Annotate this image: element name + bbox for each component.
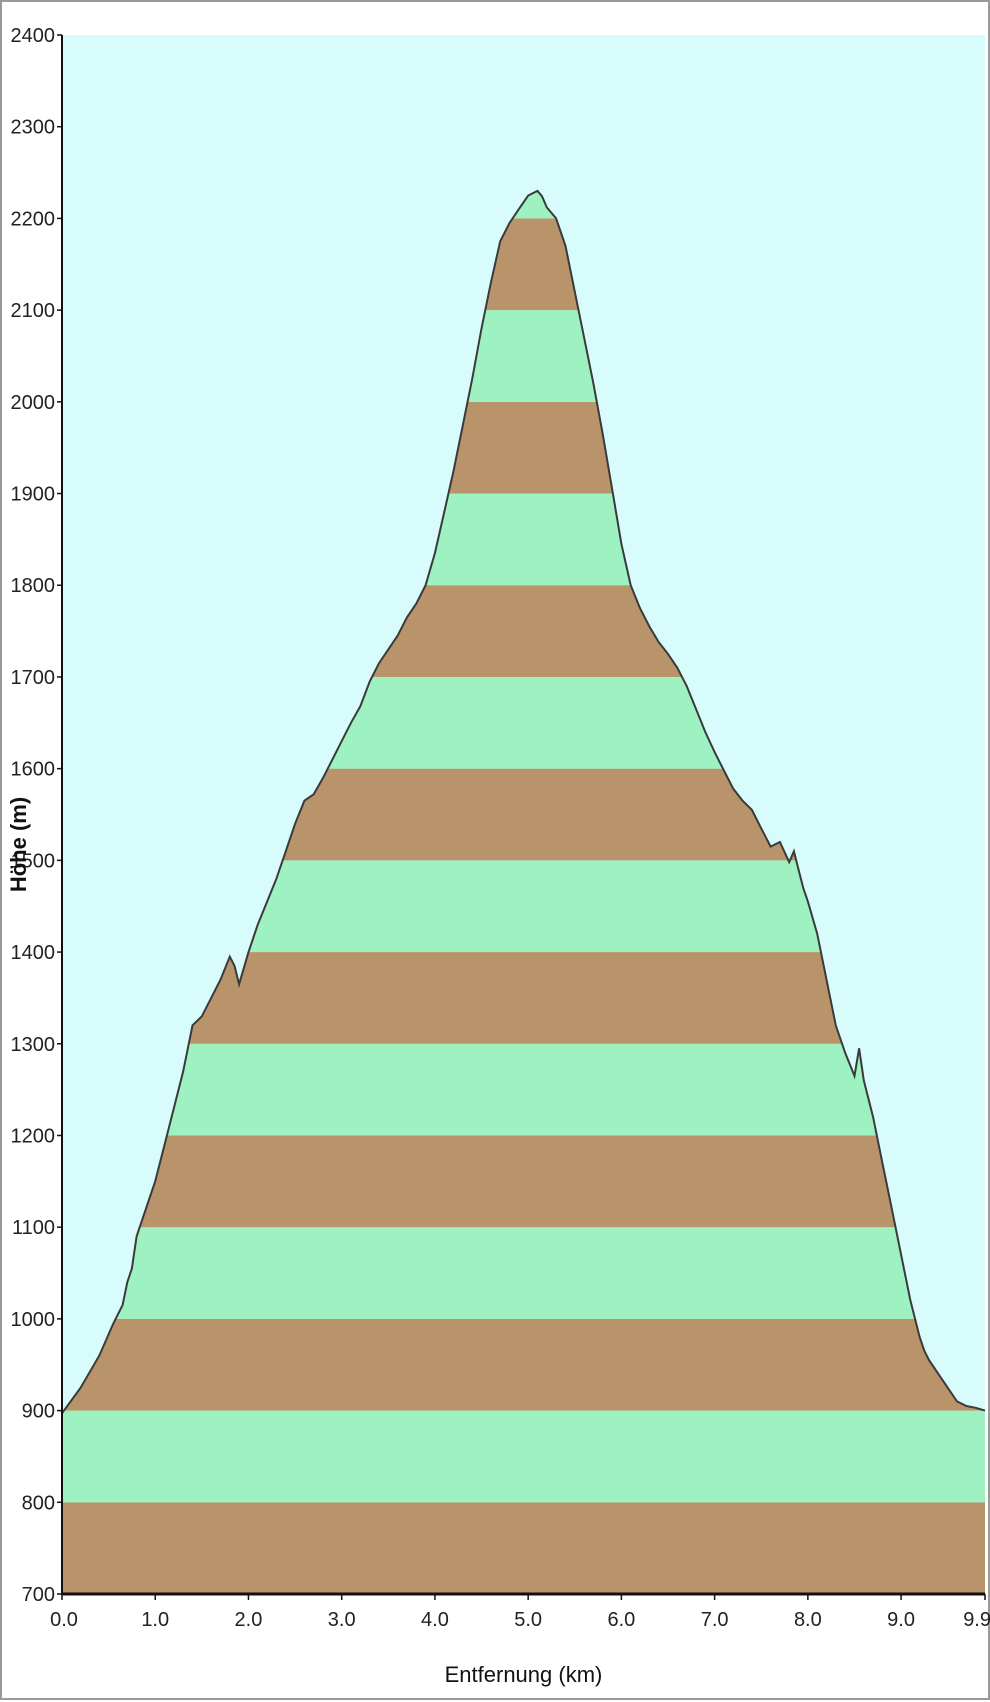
y-tick-label: 1100	[12, 1217, 55, 1239]
y-tick-label: 800	[22, 1492, 55, 1514]
y-axis-title: Höhe (m)	[6, 797, 31, 892]
y-tick-label: 1800	[11, 575, 56, 597]
y-axis-ticks: 700 800 900 1000 1100 1200 1300 1400 1500 1600 170…	[11, 25, 62, 1606]
y-tick-label: 1200	[11, 1125, 56, 1147]
x-tick-label: 4.0	[421, 1609, 449, 1631]
x-tick-label: 2.0	[235, 1609, 263, 1631]
elevation-band	[62, 1135, 985, 1228]
y-tick-label: 900	[22, 1401, 55, 1423]
elevation-band	[62, 1318, 985, 1411]
y-tick-label: 1500	[11, 850, 56, 872]
x-tick-label: 6.0	[607, 1609, 635, 1631]
y-tick-label: 1400	[11, 942, 56, 964]
x-tick-label: 3.0	[328, 1609, 356, 1631]
x-tick-label: 8.0	[794, 1609, 822, 1631]
y-tick-label: 2100	[11, 300, 56, 322]
y-tick-label: 1600	[11, 759, 56, 781]
x-tick-label: 0.0	[50, 1609, 78, 1631]
y-tick-label: 1300	[11, 1034, 56, 1056]
x-axis-ticks: 0.0 1.0 2.0 3.0 4.0 5.0 6.0 7.0 8.0 9.0 9.9	[50, 1594, 990, 1631]
elevation-band	[62, 1043, 985, 1136]
elevation-band	[62, 1410, 985, 1503]
x-axis-title: Entfernung (km)	[445, 1662, 603, 1687]
y-tick-label: 1900	[11, 484, 56, 506]
elevation-profile-line	[61, 189, 986, 1414]
x-tick-label: 9.0	[887, 1609, 915, 1631]
elevation-band	[62, 1502, 985, 1594]
y-tick-label: 2400	[11, 25, 56, 47]
y-tick-label: 2200	[11, 208, 56, 230]
y-tick-label: 2000	[11, 392, 56, 414]
y-tick-label: 1000	[11, 1309, 56, 1331]
x-tick-label: 9.9	[963, 1609, 990, 1631]
elevation-band	[62, 1227, 985, 1319]
x-tick-label: 5.0	[514, 1609, 542, 1631]
x-tick-label: 1.0	[141, 1609, 169, 1631]
y-tick-label: 2300	[11, 117, 56, 139]
x-tick-label: 7.0	[701, 1609, 729, 1631]
y-tick-label: 700	[22, 1584, 55, 1606]
y-tick-label: 1700	[11, 667, 56, 689]
